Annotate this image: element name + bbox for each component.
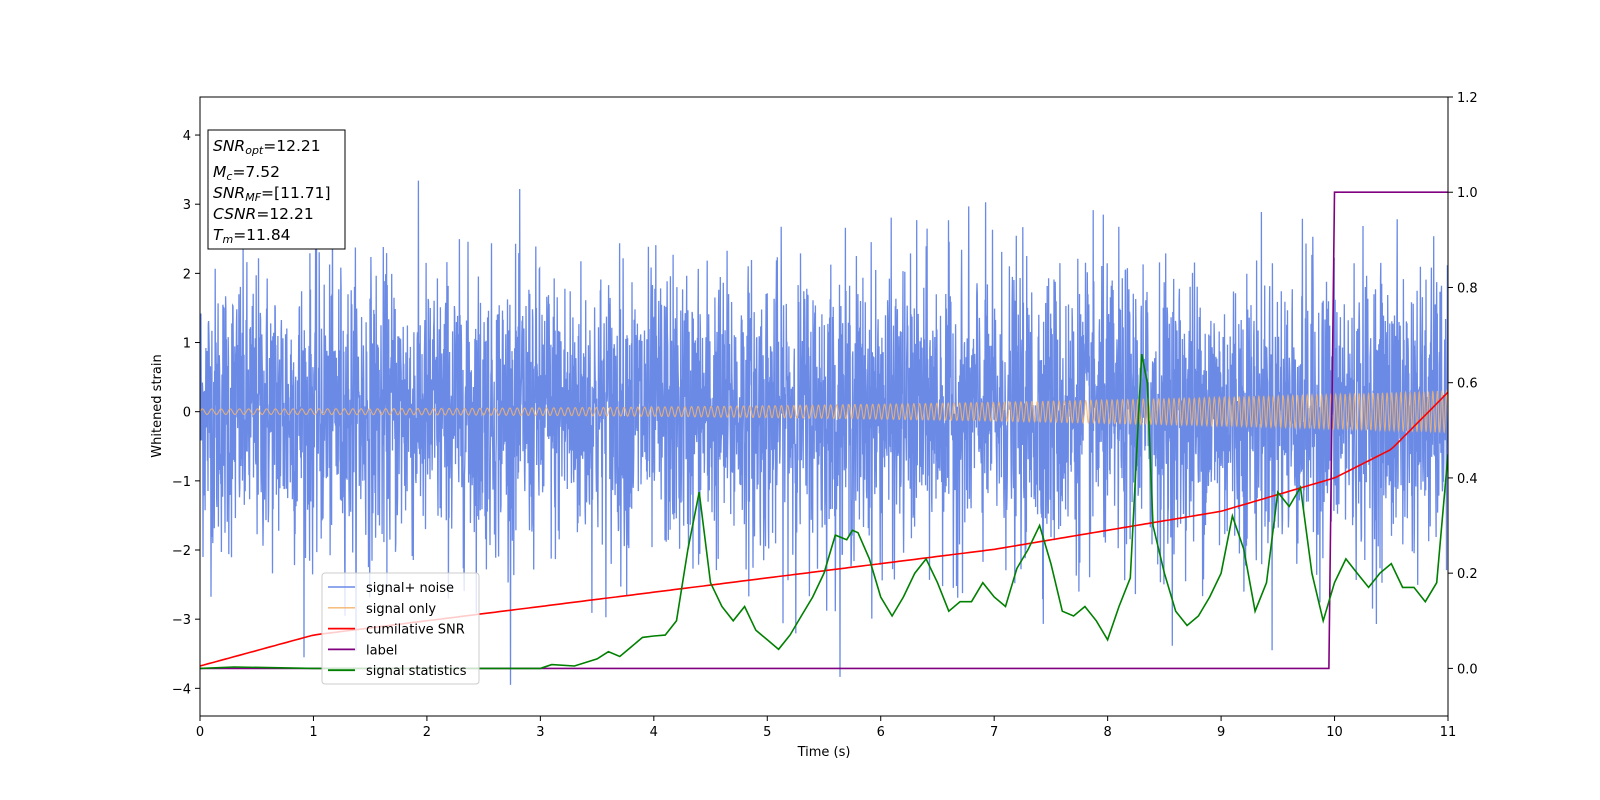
x-tick-label: 7 [990,725,998,740]
signal-statistics-line [200,353,1448,670]
y-axis-label: Whitened strain [150,354,165,457]
y2-tick-label: 1.2 [1457,91,1478,106]
x-tick-label: 11 [1440,725,1457,740]
y-tick-label: −3 [172,613,191,628]
y-tick-label: −2 [172,544,191,559]
signal-only-line [200,389,1448,434]
annotation-box: SNRopt=12.21 Mc=7.52SNRMF=[11.71]CSNR=12.… [207,129,346,250]
signal-only-series [200,389,1448,434]
y2-tick-label: 0.8 [1457,281,1478,296]
legend-label: signal+ noise [366,581,454,596]
legend-label: cumilative SNR [366,623,465,638]
legend-entry-signal-only: signal only [328,602,436,617]
x-tick-label: 3 [536,725,544,740]
y-tick-label: −1 [172,475,191,490]
x-tick-label: 0 [196,725,204,740]
x-tick-label: 5 [763,725,771,740]
x-tick-label: 10 [1326,725,1343,740]
legend-label: signal statistics [366,664,467,679]
plot-frame [199,96,1449,717]
y-tick-label: 4 [183,129,191,144]
annotation-line: SNRMF=[11.71] [213,184,331,204]
y-tick-label: 0 [183,406,191,421]
y-tick-label: 1 [183,337,191,352]
y2-tick-label: 0.6 [1457,377,1478,392]
annotation-frame [207,129,346,250]
legend: signal+ noise signal only cumilative SNR la… [321,572,480,685]
legend-entry-signal-noise: signal+ noise [328,581,454,596]
label-line [200,191,1448,670]
legend-entry-label: label [328,643,397,658]
x-tick-label: 2 [423,725,431,740]
x-tick-label: 1 [309,725,317,740]
y2-tick-label: 1.0 [1457,186,1478,201]
y-tick-label: 2 [183,267,191,282]
legend-entry-cumulative-snr: cumilative SNR [328,623,465,638]
y-tick-label: 3 [183,198,191,213]
x-tick-label: 8 [1103,725,1111,740]
legend-frame [321,572,480,685]
x-axis-label: Time (s) [797,745,851,760]
y-axis-left: 4 3 2 1 0 −1 −2 −3 −4 [172,129,200,697]
legend-entry-signal-statistics: signal statistics [328,664,467,679]
y2-tick-label: 0.2 [1457,567,1478,582]
y2-tick-label: 0.4 [1457,472,1478,487]
annotation-line: Mc=7.52 [213,163,280,183]
annotation-line: SNRopt=12.21 [213,137,321,157]
y-tick-label: −4 [172,682,191,697]
legend-label: label [366,643,397,658]
x-tick-label: 9 [1217,725,1225,740]
legend-label: signal only [366,602,436,617]
x-tick-label: 6 [877,725,885,740]
y-axis-right: 0.0 0.2 0.4 0.6 0.8 1.0 1.2 [1448,91,1478,677]
annotation-line: CSNR=12.21 [213,205,314,223]
x-axis: 0 1 2 3 4 5 6 7 8 9 10 11 [196,716,1456,740]
annotation-line: Tm=11.84 [213,226,291,246]
x-tick-label: 4 [650,725,658,740]
y2-tick-label: 0.0 [1457,662,1478,677]
